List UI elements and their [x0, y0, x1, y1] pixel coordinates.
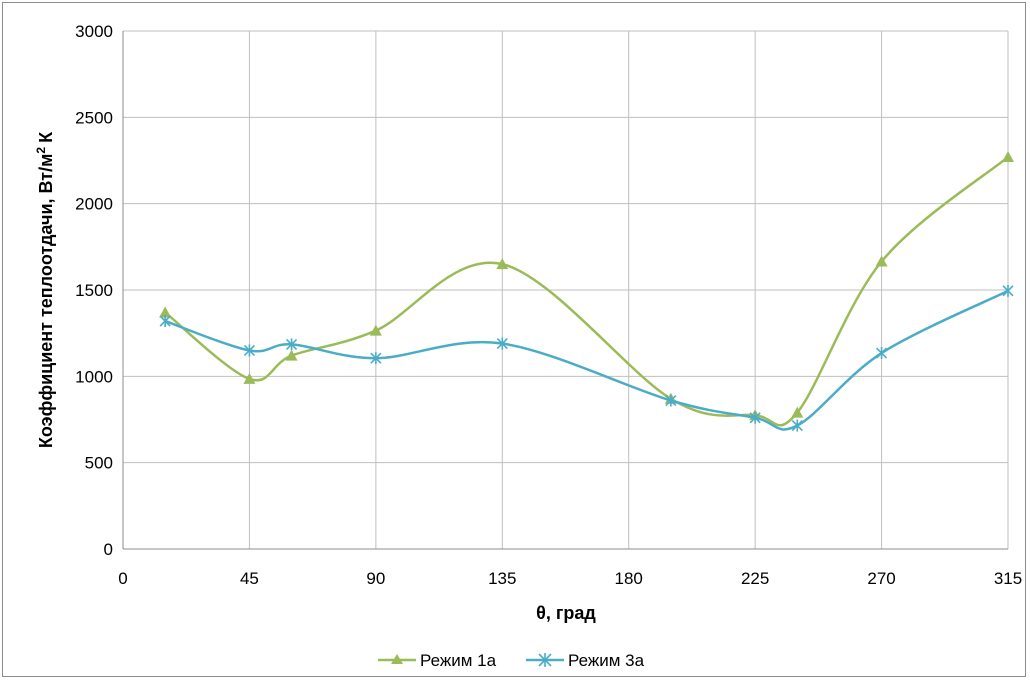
- legend-item-series-1: Режим 1а: [378, 651, 497, 670]
- x-tick-label: 0: [118, 569, 127, 588]
- data-point-series-2: [876, 347, 888, 360]
- series-layer: [159, 151, 1014, 432]
- y-tick-label: 0: [104, 540, 113, 559]
- data-point-series-2: [665, 394, 677, 407]
- data-point-series-2: [496, 337, 508, 350]
- data-point-series-1: [875, 255, 888, 267]
- series-line-1: [164, 156, 1009, 427]
- data-point-series-1: [243, 372, 256, 384]
- x-axis-ticks: 0 45 90 135 180 225 270 315: [118, 569, 1022, 588]
- y-axis-title-main: Коэффициент теплоотдачи, Вт/м: [36, 154, 56, 449]
- x-tick-label: 270: [867, 569, 895, 588]
- data-point-series-2: [1002, 284, 1014, 297]
- data-point-series-1: [369, 324, 382, 336]
- y-tick-label: 500: [85, 454, 113, 473]
- legend: Режим 1а Режим 3а: [378, 651, 645, 670]
- y-tick-label: 1500: [75, 281, 113, 300]
- y-tick-label: 2500: [75, 108, 113, 127]
- data-point-series-2: [791, 419, 803, 432]
- x-axis-title: θ, град: [536, 603, 596, 623]
- y-tick-label: 3000: [75, 22, 113, 41]
- data-point-series-2: [370, 352, 382, 365]
- data-point-series-2: [749, 411, 761, 424]
- data-point-series-2: [286, 338, 298, 351]
- y-tick-label: 1000: [75, 367, 113, 386]
- x-tick-label: 180: [615, 569, 643, 588]
- x-tick-label: 315: [994, 569, 1022, 588]
- x-tick-label: 45: [240, 569, 259, 588]
- data-point-series-2: [159, 315, 171, 328]
- y-axis-title-tail: К: [36, 131, 56, 143]
- data-point-series-1: [1002, 151, 1014, 163]
- x-tick-label: 90: [366, 569, 385, 588]
- data-point-series-2: [243, 344, 255, 357]
- data-point-series-1: [159, 306, 172, 318]
- data-point-series-1: [285, 349, 298, 361]
- x-tick-label: 225: [741, 569, 769, 588]
- y-axis-ticks: 0 500 1000 1500 2000 2500 3000: [75, 22, 113, 559]
- legend-label-series-2: Режим 3а: [568, 651, 645, 670]
- legend-item-series-2: Режим 3а: [526, 651, 645, 670]
- y-axis-title: Коэффициент теплоотдачи, Вт/м2 К: [34, 131, 56, 448]
- grid: [122, 30, 1009, 550]
- y-axis-title-superscript: 2: [34, 147, 48, 154]
- x-tick-label: 135: [488, 569, 516, 588]
- legend-marker-series-1: [391, 654, 403, 664]
- data-point-series-1: [791, 406, 804, 418]
- series-line-2: [164, 289, 1009, 431]
- legend-marker-series-2: [538, 653, 552, 667]
- data-point-series-1: [496, 258, 509, 270]
- legend-label-series-1: Режим 1а: [420, 651, 497, 670]
- y-tick-label: 2000: [75, 195, 113, 214]
